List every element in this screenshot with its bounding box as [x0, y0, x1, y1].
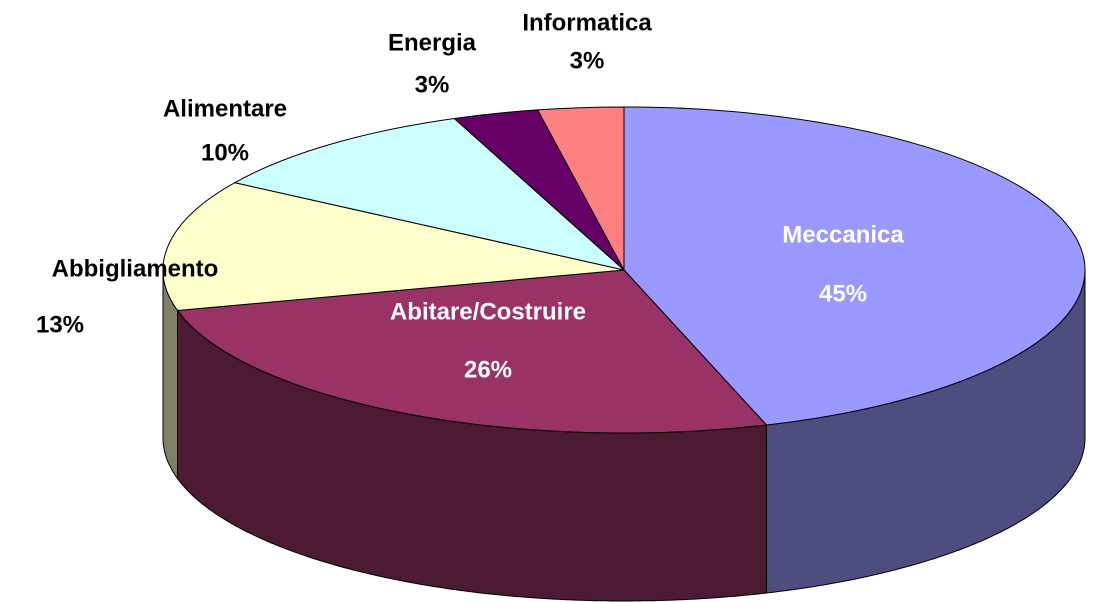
pie-slice [162, 182, 625, 312]
slice-label: Abitare/Costruire [390, 298, 586, 325]
pie-slice [176, 269, 768, 434]
pie-slice [623, 106, 1086, 426]
slice-value-label: 10% [201, 139, 249, 166]
slice-label: Energia [388, 29, 477, 56]
slice-label: Meccanica [782, 221, 904, 248]
slice-label: Informatica [522, 9, 652, 36]
slice-value-label: 26% [464, 356, 512, 383]
slice-value-label: 3% [415, 71, 450, 98]
slice-value-label: 13% [36, 311, 84, 338]
pie-slice [233, 117, 626, 271]
slice-label: Abbigliamento [52, 255, 219, 282]
pie-slice [536, 106, 625, 271]
slice-value-label: 45% [819, 280, 867, 307]
slice-value-label: 3% [570, 47, 605, 74]
slice-label: Alimentare [163, 95, 287, 122]
